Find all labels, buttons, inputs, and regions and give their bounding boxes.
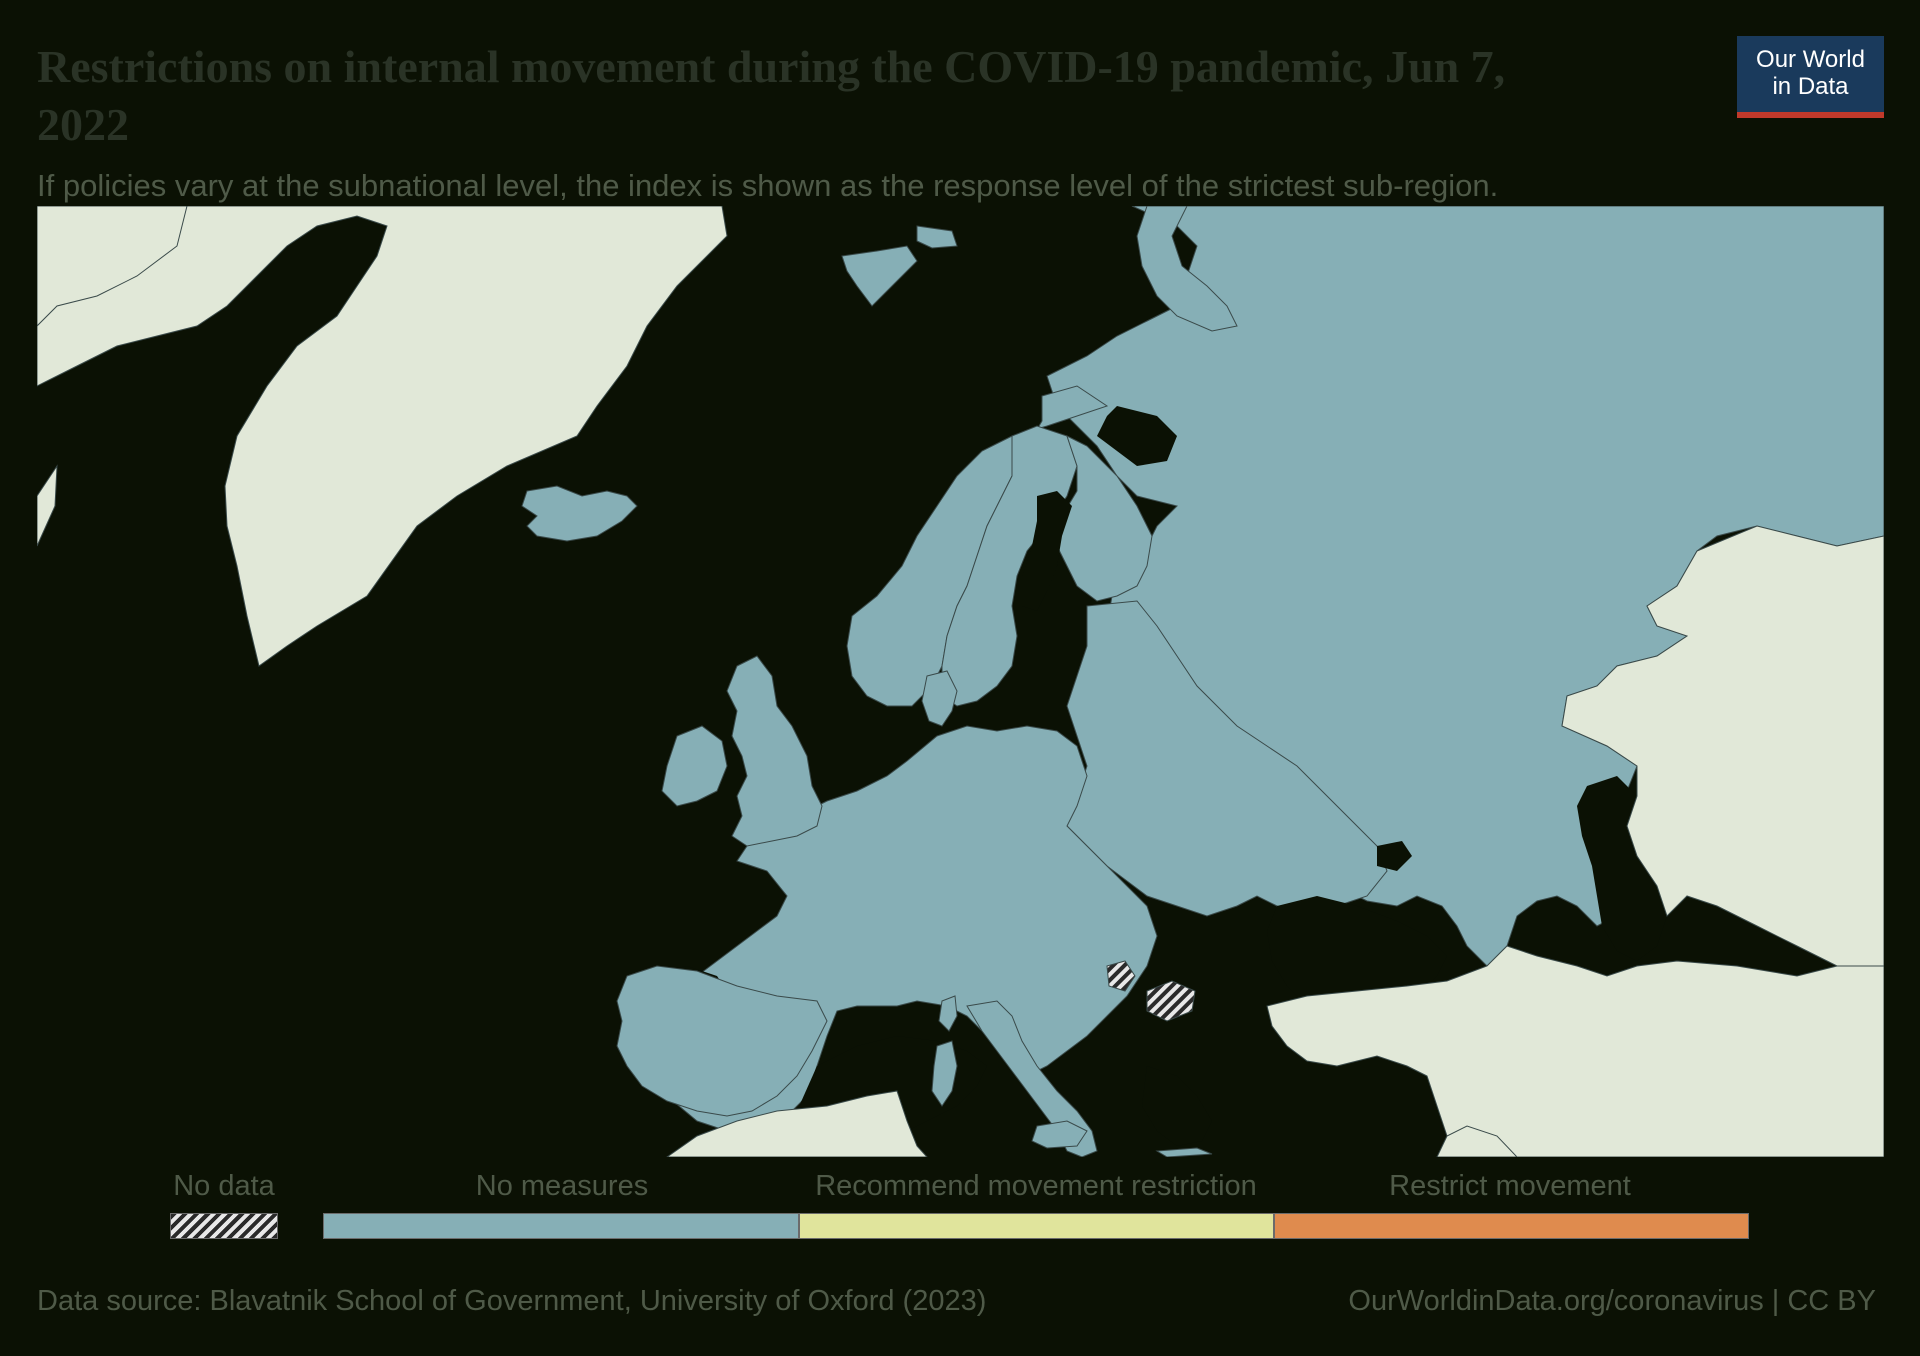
no-data-kosovo[interactable] xyxy=(1106,960,1136,992)
sea-of-azov xyxy=(1377,841,1412,871)
denmark[interactable] xyxy=(921,670,958,727)
black-sea xyxy=(1267,896,1447,1011)
sardinia[interactable] xyxy=(931,1040,958,1107)
arctic-island-nw[interactable] xyxy=(37,206,188,327)
central-asia[interactable] xyxy=(1561,525,1884,967)
greenland[interactable] xyxy=(37,206,728,667)
aegean xyxy=(1142,1066,1212,1146)
corsica[interactable] xyxy=(938,995,958,1032)
gulf-bothnia xyxy=(1022,491,1072,611)
legend-nodata-swatch[interactable] xyxy=(170,1213,278,1239)
iceland[interactable] xyxy=(521,485,638,542)
arctic-island-west[interactable] xyxy=(37,464,58,547)
turkey-middle-east[interactable] xyxy=(1266,945,1884,1157)
sicily[interactable] xyxy=(1031,1120,1088,1149)
legend-label-restrict: Restrict movement xyxy=(1389,1170,1631,1202)
legend-label-recommend: Recommend movement restriction xyxy=(815,1170,1257,1202)
caspian-sea xyxy=(1577,776,1667,961)
legend-swatch-recommend[interactable] xyxy=(799,1213,1274,1239)
svalbard-east[interactable] xyxy=(916,225,958,249)
no-data-north-macedonia[interactable] xyxy=(1146,980,1196,1022)
logo-line-1: Our World xyxy=(1756,46,1865,73)
legend-label-no-measures: No measures xyxy=(475,1170,649,1202)
svalbard[interactable] xyxy=(841,245,918,307)
data-source: Data source: Blavatnik School of Governm… xyxy=(37,1285,987,1317)
legend-swatch-restrict[interactable] xyxy=(1274,1213,1749,1239)
ireland[interactable] xyxy=(661,725,728,807)
owid-logo[interactable]: Our World in Data xyxy=(1737,36,1884,118)
novaya-zemlya[interactable] xyxy=(1136,206,1238,332)
north-africa[interactable] xyxy=(666,1090,928,1157)
legend-swatch-no-measures[interactable] xyxy=(323,1213,799,1239)
white-sea xyxy=(1097,406,1177,466)
legend-nodata-label: No data xyxy=(173,1170,275,1202)
chart-title: Restrictions on internal movement during… xyxy=(37,41,1506,150)
footer-link[interactable]: OurWorldinData.org/coronavirus | CC BY xyxy=(1348,1285,1876,1317)
iberia[interactable] xyxy=(616,965,828,1117)
crete[interactable] xyxy=(1155,1147,1213,1157)
great-britain[interactable] xyxy=(726,655,823,847)
italy[interactable] xyxy=(966,1000,1098,1157)
chart-subtitle: If policies vary at the subnational leve… xyxy=(37,168,1499,203)
europe-map[interactable] xyxy=(37,206,1884,1157)
logo-line-2: in Data xyxy=(1772,73,1849,100)
libya-egypt[interactable] xyxy=(1436,1125,1518,1157)
